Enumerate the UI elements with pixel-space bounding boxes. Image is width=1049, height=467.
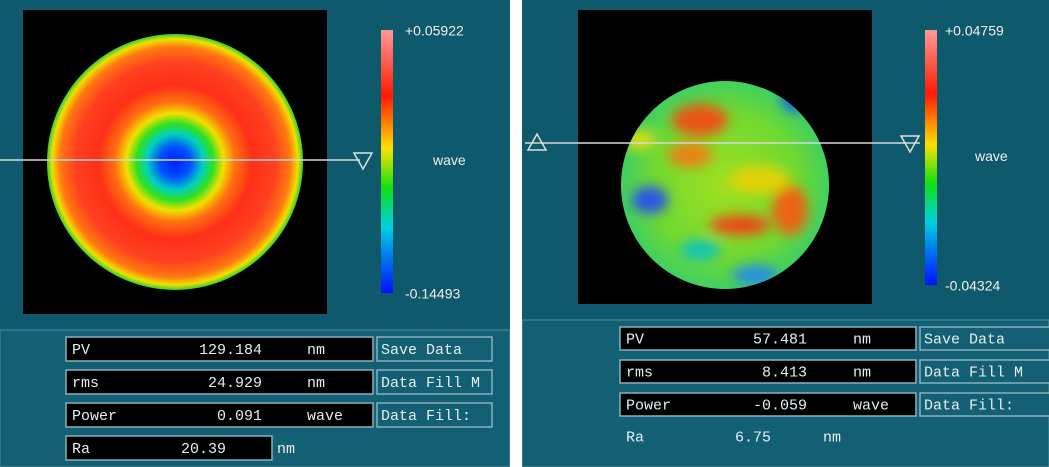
button[interactable]	[919, 392, 1049, 417]
button-label[interactable]: Data Fill M	[381, 375, 480, 392]
metric-value: 0.091	[217, 408, 262, 425]
button-label[interactable]: Save Data	[924, 331, 1005, 348]
metric-unit: wave	[853, 397, 889, 414]
color-bar	[925, 30, 937, 285]
metric-box	[619, 359, 917, 384]
texture-blob	[632, 186, 668, 214]
metric-unit: nm	[307, 342, 325, 359]
metric-value: 24.929	[208, 375, 262, 392]
profile-marker	[526, 132, 548, 151]
metric-value: 6.75	[735, 429, 771, 446]
metric-value: 8.413	[762, 364, 807, 381]
button-label[interactable]: Data Fill:	[924, 397, 1014, 414]
metric-box	[65, 369, 374, 395]
metric-label: rms	[72, 375, 99, 392]
colorbar-min: -0.14493	[405, 286, 460, 302]
metric-label: Power	[626, 397, 671, 414]
button-label[interactable]: Data Fill:	[381, 408, 471, 425]
metric-value: 57.481	[753, 331, 807, 348]
metric-unit: nm	[307, 375, 325, 392]
texture-blob	[710, 215, 770, 235]
button[interactable]	[376, 402, 493, 428]
metric-box	[65, 402, 374, 428]
metric-unit: nm	[277, 441, 295, 458]
metric-unit: nm	[823, 429, 841, 446]
colorbar-max: +0.05922	[405, 23, 464, 39]
metric-label: Power	[72, 408, 117, 425]
colorbar-unit: wave	[432, 152, 466, 168]
metric-unit: nm	[853, 364, 871, 381]
texture-blob	[730, 166, 790, 194]
texture-blob	[672, 104, 728, 136]
surface-map	[47, 34, 303, 290]
texture-blob	[668, 143, 712, 167]
profile-marker	[899, 135, 921, 154]
button[interactable]	[919, 326, 1049, 351]
colorbar-max: +0.04759	[945, 23, 1004, 39]
profile-marker	[352, 152, 374, 171]
metric-box	[619, 392, 917, 417]
texture-blob	[772, 185, 808, 235]
button[interactable]	[919, 359, 1049, 384]
button[interactable]	[376, 369, 493, 395]
metric-unit: wave	[307, 408, 343, 425]
metric-label: rms	[626, 364, 653, 381]
button-label[interactable]: Save Data	[381, 342, 462, 359]
surface-map	[621, 81, 829, 289]
button[interactable]	[376, 336, 493, 362]
metric-label: Ra	[626, 429, 644, 446]
metric-label: Ra	[72, 441, 90, 458]
colorbar-min: -0.04324	[945, 278, 1000, 294]
metric-value: 129.184	[199, 342, 262, 359]
button-label[interactable]: Data Fill M	[924, 364, 1023, 381]
metric-label: PV	[72, 342, 90, 359]
metric-box	[65, 336, 374, 362]
texture-blob	[680, 240, 720, 260]
metric-label: PV	[626, 331, 644, 348]
texture-blob	[733, 265, 777, 285]
colorbar-unit: wave	[974, 148, 1008, 164]
metric-box	[619, 326, 917, 351]
metric-value: -0.059	[753, 397, 807, 414]
metric-unit: nm	[853, 331, 871, 348]
color-bar	[381, 30, 393, 293]
metric-value: 20.39	[181, 441, 226, 458]
panel-gap	[510, 0, 522, 467]
metric-box	[65, 435, 273, 461]
